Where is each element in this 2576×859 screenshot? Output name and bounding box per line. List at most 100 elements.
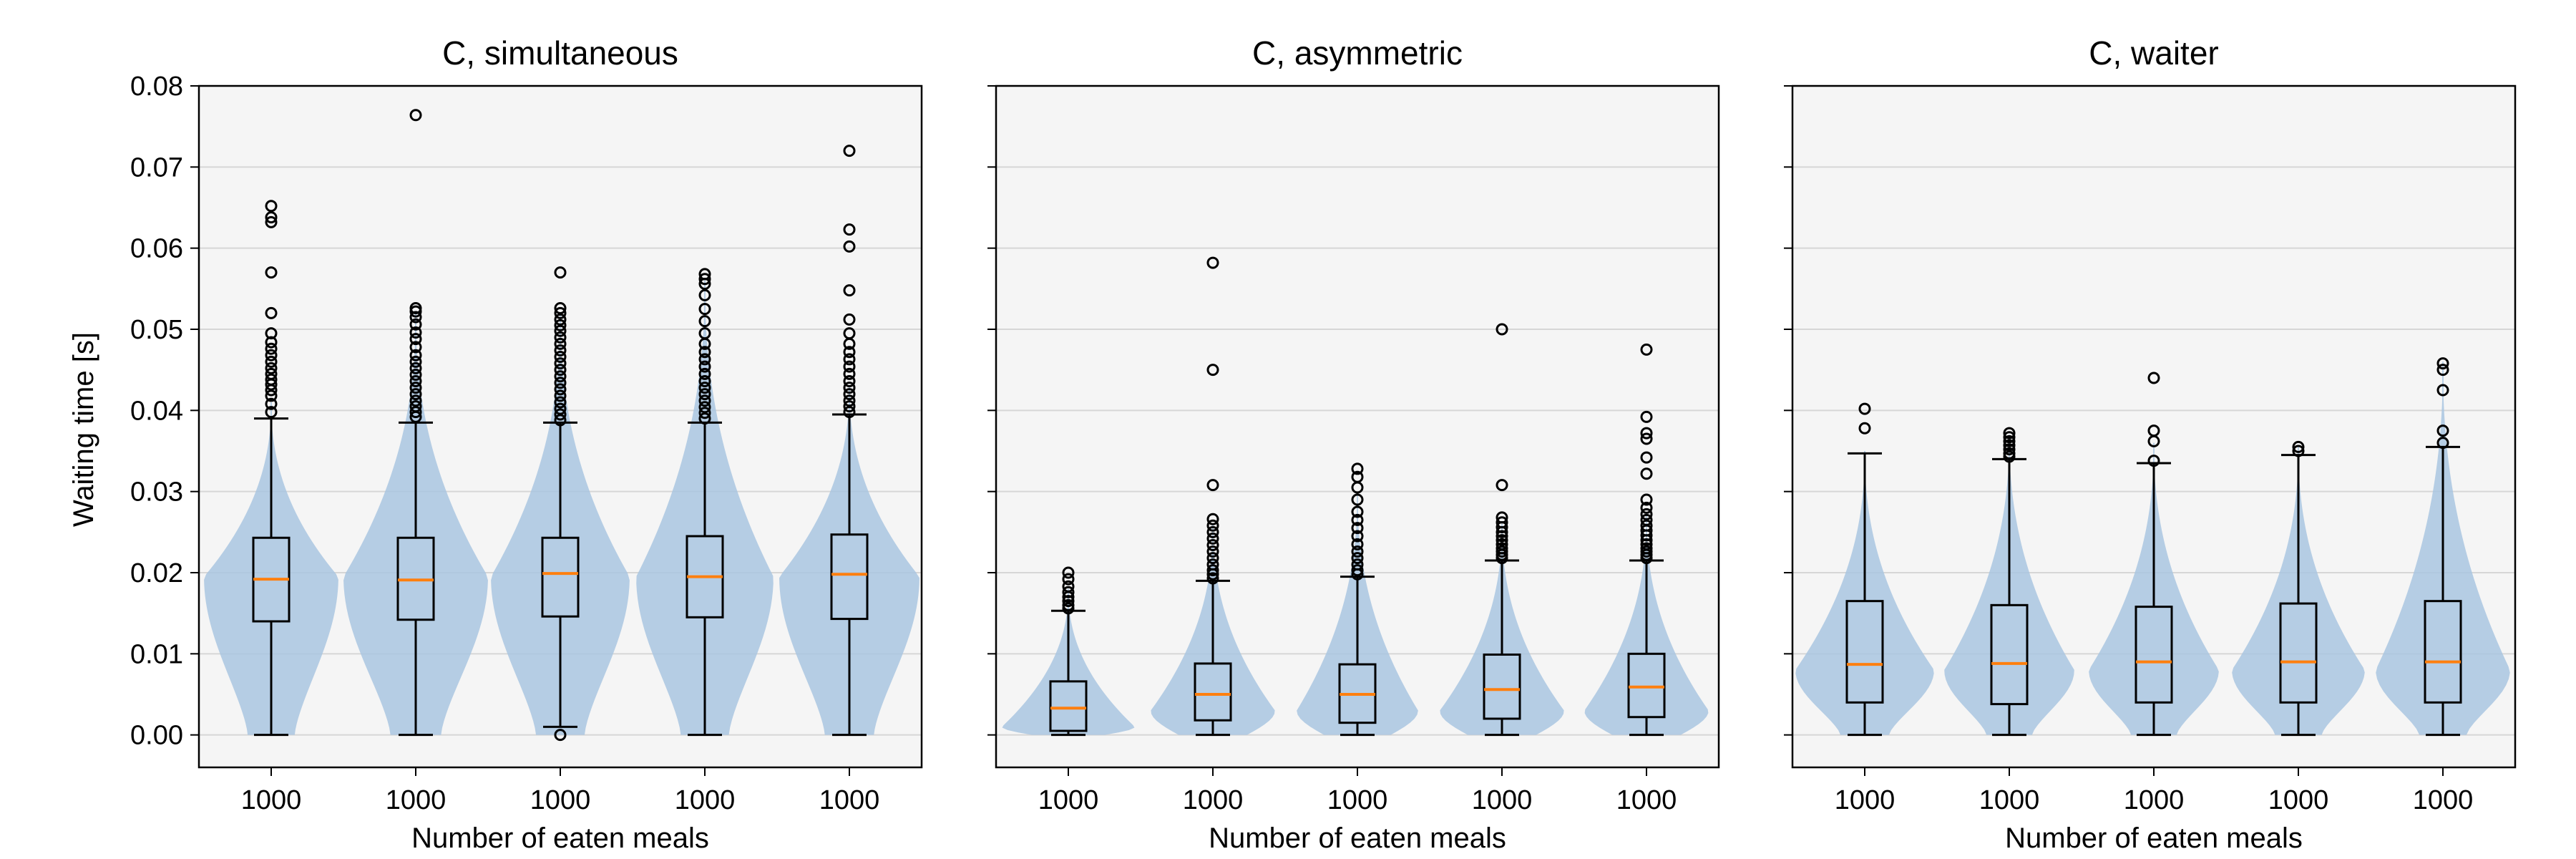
outlier-point <box>2436 424 2449 437</box>
outlier-point <box>554 396 567 409</box>
outlier-point <box>265 266 278 279</box>
outlier-point <box>843 388 856 401</box>
outlier-point <box>2436 437 2449 450</box>
outlier-point <box>1640 519 1653 532</box>
outlier-point <box>1351 538 1364 550</box>
outlier-point <box>409 382 422 394</box>
y-tick-label: 0.08 <box>130 72 183 102</box>
outlier-point <box>1206 538 1219 551</box>
outlier-point <box>1858 422 1871 435</box>
outlier-point <box>843 240 856 253</box>
outlier-point <box>409 355 422 368</box>
outlier-point <box>265 397 278 410</box>
x-tick-label: 1000 <box>819 785 880 815</box>
outlier-point <box>265 306 278 319</box>
outlier-point <box>409 394 422 407</box>
outlier-point <box>698 388 711 401</box>
outlier-point <box>1206 479 1219 492</box>
x-tick-label: 1000 <box>1038 785 1099 815</box>
box <box>1845 600 1884 704</box>
outlier-point <box>1640 451 1653 464</box>
outlier-point <box>843 346 856 359</box>
x-tick-label: 1000 <box>1327 785 1388 815</box>
outlier-point <box>1206 532 1219 545</box>
outlier-point <box>409 318 422 331</box>
outlier-point <box>554 402 567 415</box>
y-tick-label: 0.07 <box>130 152 183 183</box>
outlier-point <box>409 375 422 388</box>
outlier-point <box>1496 534 1508 547</box>
outlier-point <box>265 373 278 386</box>
outlier-point <box>698 315 711 328</box>
outlier-point <box>843 284 856 297</box>
outlier-point <box>1351 513 1364 526</box>
outlier-point <box>554 319 567 331</box>
outlier-point <box>843 327 856 340</box>
y-tick-label: 0.06 <box>130 234 183 264</box>
x-tick-label: 1000 <box>2413 785 2474 815</box>
panel-title: C, waiter <box>2089 34 2218 72</box>
outlier-point <box>1206 513 1219 525</box>
outlier-point <box>2436 357 2449 370</box>
outlier-point <box>843 394 856 407</box>
violin <box>779 386 919 735</box>
outlier-point <box>2292 445 2305 457</box>
x-tick-label: 1000 <box>1616 785 1677 815</box>
panel-title: C, simultaneous <box>442 34 678 72</box>
outlier-point <box>2292 440 2305 453</box>
outlier-point <box>265 355 278 368</box>
outlier-point <box>554 729 567 742</box>
outlier-point <box>265 342 278 355</box>
outlier-point <box>1640 493 1653 506</box>
outlier-point <box>1640 513 1653 526</box>
x-tick-label: 1000 <box>386 785 447 815</box>
x-tick-label: 1000 <box>1979 785 2040 815</box>
panel-title: C, asymmetric <box>1252 34 1463 72</box>
outlier-point <box>409 326 422 339</box>
outlier-point <box>554 306 567 319</box>
outlier-point <box>1351 564 1364 577</box>
x-tick-label: 1000 <box>675 785 736 815</box>
outlier-point <box>265 406 278 419</box>
outlier-point <box>1062 598 1075 611</box>
outlier-point <box>1640 410 1653 423</box>
box <box>1483 653 1521 720</box>
outlier-point <box>698 412 711 425</box>
box <box>1990 603 2029 706</box>
x-axis-title: Number of eaten meals <box>1209 822 1506 854</box>
outlier-point <box>1351 505 1364 518</box>
outlier-point <box>1351 470 1364 483</box>
y-axis-title: Waiting time [s] <box>68 332 99 527</box>
outlier-point <box>554 324 567 337</box>
outlier-point <box>265 327 278 340</box>
outlier-point <box>1351 462 1364 475</box>
outlier-point <box>1351 530 1364 543</box>
outlier-point <box>265 336 278 349</box>
panel-2: 1000 1000 1000 1000 1000 C, asymmetric Number … <box>987 34 1720 854</box>
outlier-point <box>1640 542 1653 555</box>
outlier-point <box>1206 572 1219 585</box>
x-tick-label: 1000 <box>2268 785 2329 815</box>
box <box>2424 600 2462 704</box>
outlier-point <box>554 357 567 370</box>
outlier-point <box>554 370 567 383</box>
outlier-point <box>1496 530 1508 543</box>
outlier-point <box>554 302 567 315</box>
outlier-point <box>1496 538 1508 550</box>
outlier-point <box>698 367 711 380</box>
outlier-point <box>554 337 567 350</box>
outlier-point <box>1640 343 1653 356</box>
outlier-point <box>1496 516 1508 529</box>
outlier-point <box>265 200 278 213</box>
outlier-point <box>265 215 278 228</box>
outlier-point <box>698 353 711 366</box>
outlier-point <box>1206 256 1219 269</box>
outlier-point <box>698 273 711 286</box>
outlier-point <box>1062 566 1075 579</box>
outlier-point <box>1351 493 1364 506</box>
outlier-point <box>409 400 422 413</box>
violin <box>204 402 338 735</box>
outlier-point <box>1640 501 1653 514</box>
outlier-point <box>1640 432 1653 445</box>
outlier-point <box>1351 522 1364 535</box>
